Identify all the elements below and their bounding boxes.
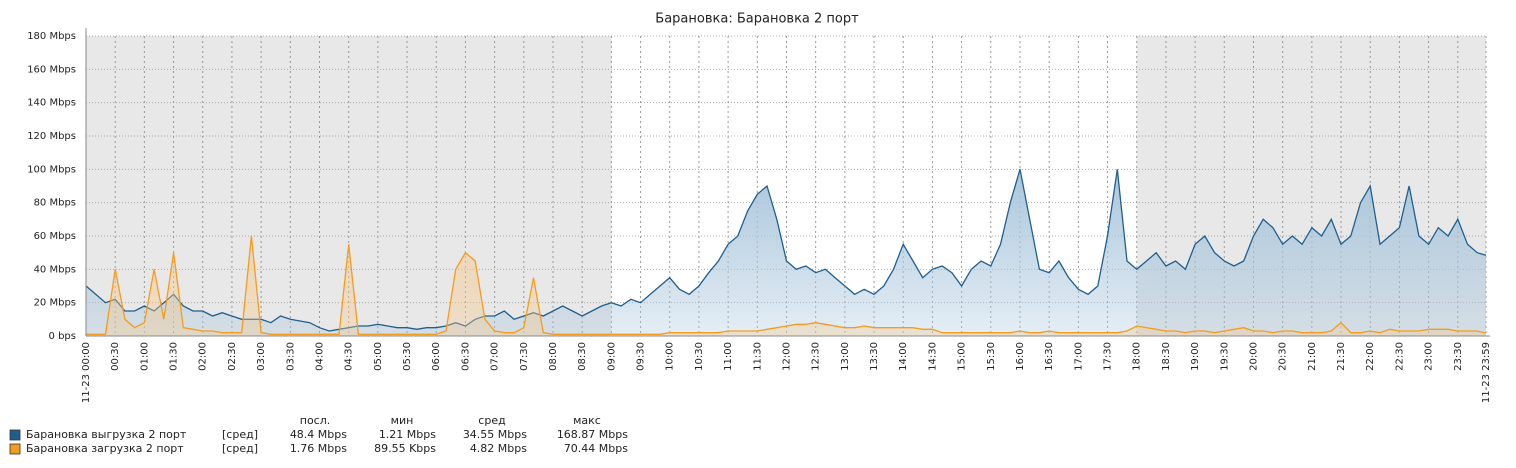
legend-func: [сред] <box>222 428 258 441</box>
x-tick-label: 04:30 <box>344 342 355 371</box>
x-tick-label: 22:00 <box>1365 342 1376 371</box>
x-tick-label: 12:30 <box>811 342 822 371</box>
x-tick-label: 15:00 <box>957 342 968 371</box>
x-tick-label: 21:30 <box>1336 342 1347 371</box>
x-tick-label: 17:30 <box>1103 342 1114 371</box>
x-tick-label: 07:30 <box>519 342 530 371</box>
legend-label: Барановка выгрузка 2 порт <box>26 428 187 441</box>
x-tick-label: 06:30 <box>460 342 471 371</box>
x-tick-label: 20:30 <box>1278 342 1289 371</box>
y-tick-label: 80 Mbps <box>34 198 76 209</box>
x-tick-label: 03:00 <box>256 342 267 371</box>
x-tick-label: 06:00 <box>431 342 442 371</box>
chart-title: Барановка: Барановка 2 порт <box>655 12 859 27</box>
x-tick-label: 09:30 <box>636 342 647 371</box>
x-tick-label: 18:00 <box>1132 342 1143 371</box>
x-tick-label: 13:00 <box>840 342 851 371</box>
x-tick-label: 14:00 <box>898 342 909 371</box>
y-tick-label: 160 Mbps <box>27 64 76 75</box>
legend-stat: 4.82 Mbps <box>470 442 527 455</box>
legend-header: посл. <box>300 414 331 427</box>
legend-swatch <box>9 429 21 441</box>
legend-stat: 34.55 Mbps <box>463 428 527 441</box>
x-tick-label: 19:00 <box>1190 342 1201 371</box>
y-tick-label: 20 Mbps <box>34 298 76 309</box>
legend-label: Барановка загрузка 2 порт <box>26 442 184 455</box>
x-tick-label: 08:00 <box>548 342 559 371</box>
x-tick-label: 17:00 <box>1073 342 1084 371</box>
x-tick-label: 01:00 <box>139 342 150 371</box>
x-tick-label: 22:30 <box>1394 342 1405 371</box>
x-tick-label: 00:30 <box>110 342 121 371</box>
x-tick-label: 05:00 <box>373 342 384 371</box>
x-tick-label: 07:00 <box>490 342 501 371</box>
legend-stat: 48.4 Mbps <box>290 428 347 441</box>
x-tick-label: 11:00 <box>723 342 734 371</box>
legend-func: [сред] <box>222 442 258 455</box>
x-tick-label: 23:30 <box>1453 342 1464 371</box>
y-tick-label: 60 Mbps <box>34 231 76 242</box>
legend-stat: 89.55 Kbps <box>374 442 436 455</box>
x-tick-label: 03:30 <box>285 342 296 371</box>
legend-swatch <box>9 443 21 455</box>
x-tick-label: 09:00 <box>606 342 617 371</box>
x-tick-label: 19:30 <box>1219 342 1230 371</box>
x-tick-label: 11-23 23:59 <box>1481 342 1492 403</box>
legend-stat: 168.87 Mbps <box>557 428 628 441</box>
x-tick-label: 02:30 <box>227 342 238 371</box>
x-tick-label: 20:00 <box>1248 342 1259 371</box>
x-tick-label: 05:30 <box>402 342 413 371</box>
x-tick-label: 16:30 <box>1044 342 1055 371</box>
legend-stat: 1.21 Mbps <box>379 428 436 441</box>
x-tick-label: 02:00 <box>198 342 209 371</box>
legend-stat: 1.76 Mbps <box>290 442 347 455</box>
y-tick-label: 40 Mbps <box>34 264 76 275</box>
legend-header: сред <box>478 414 506 427</box>
x-tick-label: 14:30 <box>927 342 938 371</box>
y-tick-label: 140 Mbps <box>27 98 76 109</box>
legend-header: макс <box>573 414 601 427</box>
x-tick-label: 15:30 <box>986 342 997 371</box>
x-tick-label: 18:30 <box>1161 342 1172 371</box>
x-tick-label: 04:00 <box>314 342 325 371</box>
y-tick-label: 100 Mbps <box>27 164 76 175</box>
x-tick-label: 16:00 <box>1015 342 1026 371</box>
line <box>86 235 1487 335</box>
x-tick-label: 08:30 <box>577 342 588 371</box>
x-tick-label: 13:30 <box>869 342 880 371</box>
line <box>85 169 1487 332</box>
x-tick-label: 12:00 <box>781 342 792 371</box>
x-tick-label: 23:00 <box>1424 342 1435 371</box>
legend-header: мин <box>391 414 414 427</box>
y-tick-label: 120 Mbps <box>27 131 76 142</box>
x-tick-label: 10:00 <box>665 342 676 371</box>
x-tick-label: 11-23 00:00 <box>81 342 92 403</box>
legend-stat: 70.44 Mbps <box>564 442 628 455</box>
area <box>86 169 1486 336</box>
x-tick-label: 01:30 <box>169 342 180 371</box>
x-tick-label: 10:30 <box>694 342 705 371</box>
x-tick-label: 21:00 <box>1307 342 1318 371</box>
y-tick-label: 0 bps <box>49 331 76 342</box>
x-tick-label: 11:30 <box>752 342 763 371</box>
y-tick-label: 180 Mbps <box>27 31 76 42</box>
